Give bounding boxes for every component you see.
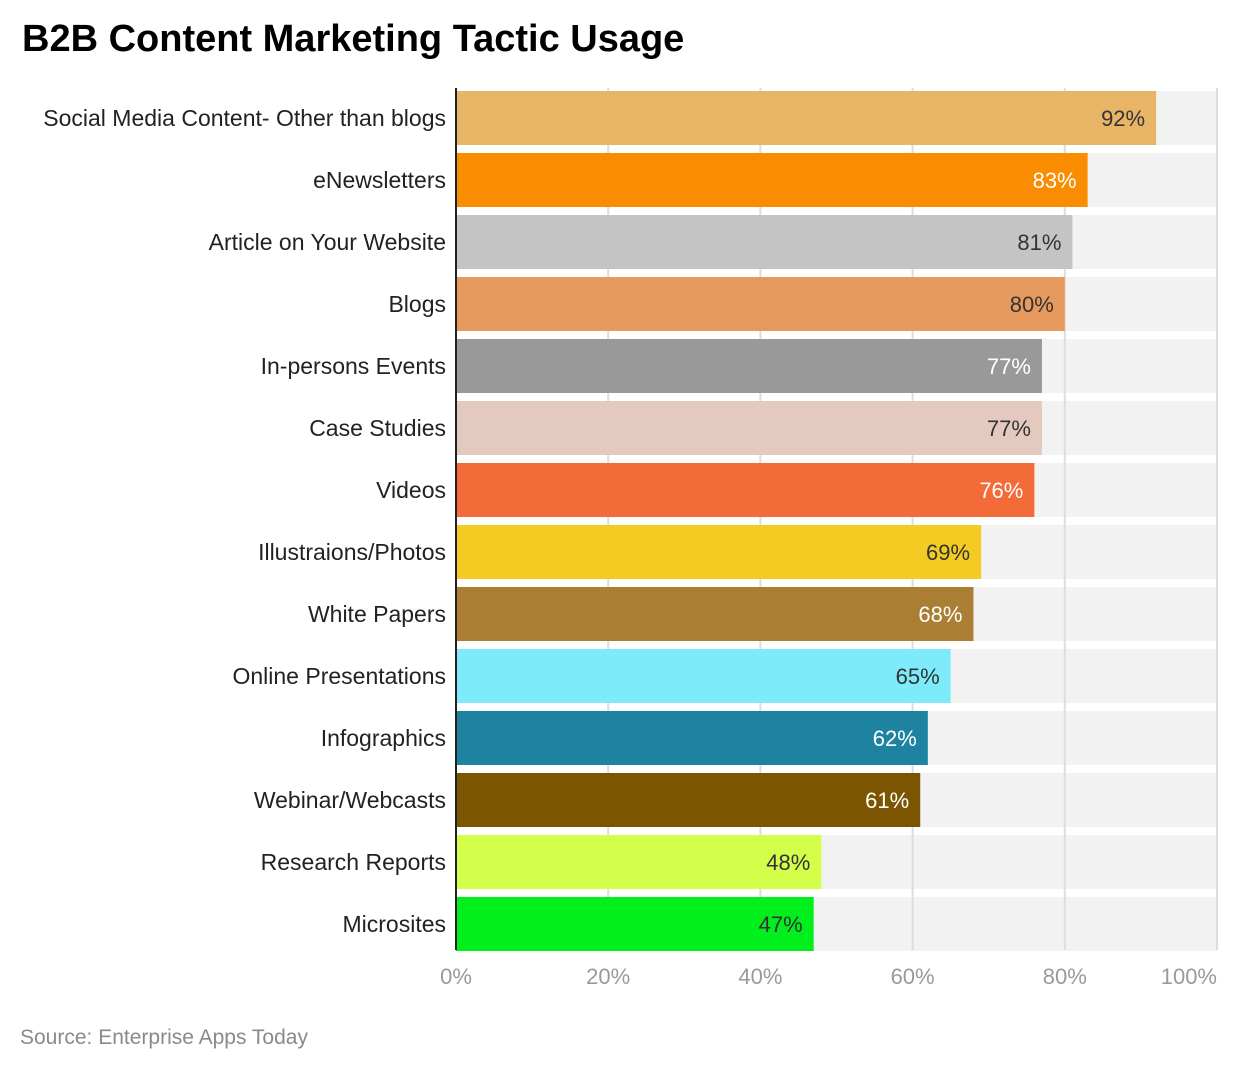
x-tick-label: 60% <box>891 964 935 989</box>
bar <box>456 773 921 827</box>
category-label: In-persons Events <box>261 353 446 379</box>
value-label: 83% <box>1033 168 1077 193</box>
value-label: 68% <box>918 602 962 627</box>
source-note: Source: Enterprise Apps Today <box>20 1026 308 1049</box>
bar <box>456 587 974 641</box>
category-label: Microsites <box>342 911 446 937</box>
category-label: Online Presentations <box>232 663 446 689</box>
bar <box>456 463 1035 517</box>
category-label: Blogs <box>388 291 446 317</box>
x-tick-label: 80% <box>1043 964 1087 989</box>
value-label: 61% <box>865 788 909 813</box>
bar <box>456 215 1073 269</box>
bar <box>456 525 982 579</box>
value-label: 77% <box>987 354 1031 379</box>
value-label: 65% <box>896 664 940 689</box>
category-label: Videos <box>376 477 446 503</box>
category-label: eNewsletters <box>313 167 446 193</box>
bar <box>456 153 1088 207</box>
bar <box>456 649 951 703</box>
value-label: 80% <box>1010 292 1054 317</box>
bar-chart: Social Media Content- Other than blogs 92… <box>43 88 1218 989</box>
value-label: 77% <box>987 416 1031 441</box>
value-label: 76% <box>979 478 1023 503</box>
bar <box>456 897 814 951</box>
bar <box>456 711 928 765</box>
x-tick-label: 40% <box>738 964 782 989</box>
value-label: 48% <box>766 850 810 875</box>
category-label: Infographics <box>321 725 446 751</box>
value-label: 92% <box>1101 106 1145 131</box>
value-label: 62% <box>873 726 917 751</box>
category-label: White Papers <box>308 601 446 627</box>
value-label: 81% <box>1017 230 1061 255</box>
category-label: Research Reports <box>261 849 446 875</box>
category-label: Article on Your Website <box>209 229 446 255</box>
x-tick-label: 20% <box>586 964 630 989</box>
bar <box>456 835 822 889</box>
bar <box>456 277 1065 331</box>
bar <box>456 401 1042 455</box>
value-label: 47% <box>759 912 803 937</box>
category-label: Webinar/Webcasts <box>254 787 446 813</box>
bar <box>456 339 1042 393</box>
bar <box>456 91 1157 145</box>
category-label: Illustraions/Photos <box>258 539 446 565</box>
x-tick-label: 100% <box>1161 964 1217 989</box>
value-label: 69% <box>926 540 970 565</box>
category-label: Social Media Content- Other than blogs <box>43 105 446 131</box>
chart-title: B2B Content Marketing Tactic Usage <box>22 18 685 60</box>
category-label: Case Studies <box>309 415 446 441</box>
x-tick-label: 0% <box>440 964 472 989</box>
